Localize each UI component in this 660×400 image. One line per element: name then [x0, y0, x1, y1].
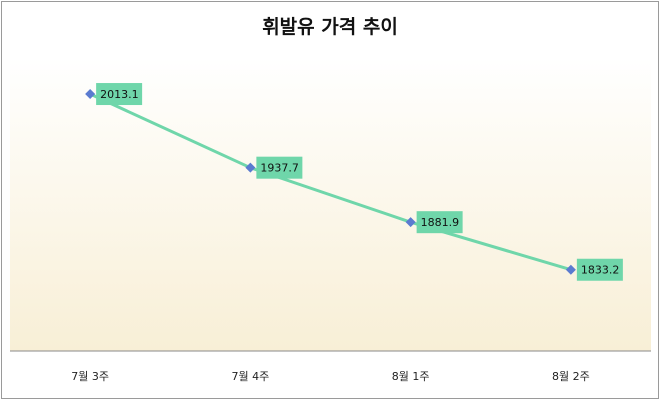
chart-title: 휘발유 가격 추이 [262, 16, 398, 38]
series-line [89, 92, 572, 272]
x-tick-label: 8월 2주 [552, 370, 590, 383]
data-point-marker [85, 89, 96, 100]
x-tick-label: 7월 4주 [232, 370, 270, 383]
data-label-box [96, 83, 143, 106]
x-tick-label: 8월 1주 [392, 370, 430, 383]
data-label: 1833.2 [581, 264, 620, 277]
data-label-box [416, 211, 463, 234]
data-label: 1937.7 [260, 162, 299, 175]
data-label: 2013.1 [100, 88, 139, 101]
data-point-marker [405, 217, 416, 228]
x-tick-label: 7월 3주 [71, 370, 109, 383]
data-point-marker [565, 264, 576, 275]
data-label-box [256, 156, 303, 179]
data-point-marker [245, 162, 256, 173]
data-label: 1881.9 [421, 216, 460, 229]
data-label-box [576, 258, 623, 281]
